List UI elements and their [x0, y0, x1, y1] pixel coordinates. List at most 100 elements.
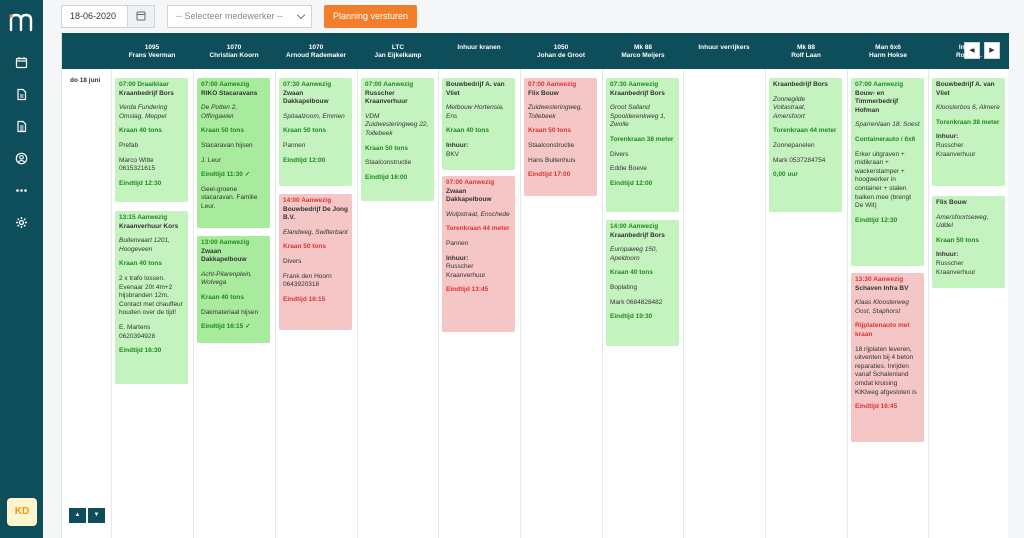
gear-icon[interactable] [12, 215, 31, 234]
column-header-code: Inhuur kranen [457, 44, 501, 51]
card-line: Zwaan Dakkapelbouw [283, 89, 329, 106]
planning-card[interactable]: 07:30 Aanwezig Kraanbedrijf Bors Groot Sal… [606, 78, 679, 212]
card-line: Torenkraan 44 meter [446, 225, 510, 233]
planning-card[interactable]: 07:00 Aanwezig Zwaan Dakkapelbouw Wulpstra… [442, 176, 515, 332]
planning-card[interactable]: 14:00 Aanwezig Bouwbedrijf De Jong B.V. El… [279, 194, 352, 330]
planning-card[interactable]: 13:15 Aanwezig Kraanverhuur Kors Buitenvaa… [115, 211, 188, 384]
card-line: Inhuur: [446, 141, 469, 149]
card-line: Kraan 40 tons [610, 269, 653, 277]
planning-card[interactable]: 07:00 Draaiklaar Kraanbedrijf Bors Verda F… [115, 78, 188, 202]
send-planning-button[interactable]: Planning versturen [324, 5, 417, 28]
document-icon[interactable] [12, 87, 31, 106]
card-line: Russcher Kraanverhuur [365, 89, 408, 106]
column-divider [765, 69, 766, 538]
column-divider [602, 69, 603, 538]
column-header: Man 6x6 Harm Hokse [847, 33, 929, 69]
scroll-down-button[interactable]: ▼ [88, 508, 105, 523]
employee-select[interactable]: -- Selecteer medewerker -- [167, 5, 312, 28]
card-line: Marco Witte 0615321615 [119, 156, 156, 173]
planning-card[interactable]: Bouwbedrijf A. van Vliet Metbouw Hortensi… [442, 78, 515, 170]
user-avatar[interactable]: KD [7, 498, 37, 526]
card-line: 07:00 Aanwezig [201, 81, 250, 88]
card-line: Divers [610, 150, 629, 158]
app-logo[interactable] [8, 12, 36, 32]
card-line: Sparrenlaan 18, Soest [855, 121, 920, 129]
prev-week-button[interactable]: ◀ [964, 42, 980, 59]
planning-card[interactable]: Kraanbedrijf Bors Zonnegilde Voltastraat,… [769, 78, 842, 212]
card-line: Staalconstructie [365, 159, 412, 167]
column-header: 1095 Frans Veerman [111, 33, 193, 69]
planning-card[interactable]: 07:00 Aanwezig Flix Bouw Zuidwesteringweg,… [524, 78, 597, 196]
card-line: Kraan 40 tons [201, 293, 244, 301]
card-line: Metbouw Hortensia, Ens [446, 104, 504, 120]
column-header-name: Roel R... [955, 52, 982, 59]
card-line: Eindtijd 12:30 [119, 179, 162, 187]
planning-card[interactable]: 07:00 Aanwezig Bouw- en Timmerbedrijf Hof… [851, 78, 924, 266]
card-line: BKV [446, 150, 460, 158]
card-line: Kraanbedrijf Bors [610, 89, 665, 97]
card-line: Kraan 50 tons [283, 243, 326, 251]
day-label: do 18 juni [70, 77, 101, 84]
card-line: Staalconstructie [528, 141, 575, 149]
planning-card[interactable]: 14:00 Aanwezig Kraanbedrijf Bors Europaweg… [606, 220, 679, 346]
planning-card[interactable]: Flix Bouw Amersfoortseweg, Uddel Kraan 50 … [932, 196, 1005, 288]
card-line: Kraan 50 tons [201, 127, 244, 135]
card-line: Acht-Pilarenplein, Wolvega [201, 270, 252, 287]
more-icon[interactable] [12, 183, 31, 202]
card-line: Rijplatenauto met kraan [855, 322, 910, 338]
calendar-icon[interactable] [12, 55, 31, 74]
column-header: Inhuur verrijkers [683, 33, 765, 69]
planning-card[interactable]: 13:30 Aanwezig Schaven Infra BV Klaas Kloo… [851, 273, 924, 442]
card-line: Zonnepanelen [773, 141, 815, 149]
card-line: 13:15 Aanwezig [119, 214, 168, 221]
scroll-up-button[interactable]: ▲ [69, 508, 86, 523]
card-line: 07:00 Aanwezig [446, 179, 495, 186]
card-line: 2 x trafo lossen. Evenaar 20t 4m+2 hijsb… [119, 274, 183, 317]
document-list-icon[interactable] [12, 119, 31, 138]
card-line: Torenkraan 38 meter [936, 118, 1000, 126]
card-line: Inhuur: [936, 251, 959, 259]
card-line: Eindtijd 13:45 [446, 286, 489, 294]
planning-card[interactable]: 13:00 Aanwezig Zwaan Dakkapelbouw Acht-Pil… [197, 236, 270, 343]
column-divider [111, 69, 112, 538]
card-line: Buitenvaart 1201, Hoogeveen [119, 237, 170, 253]
card-line: Schaven Infra BV [855, 284, 909, 292]
column-divider [193, 69, 194, 538]
card-line: Kraanbedrijf Bors [610, 231, 665, 239]
card-line: Wulpstraat, Enschede [446, 210, 510, 218]
next-week-button[interactable]: ▶ [984, 42, 1000, 59]
card-line: Boplating [610, 283, 638, 291]
column-divider [683, 69, 684, 538]
column-header-name: Rolf Laan [791, 52, 821, 59]
user-circle-icon[interactable] [12, 151, 31, 170]
card-line: Eindtijd 16:00 [365, 173, 408, 181]
column-header: 1070 Christian Koorn [193, 33, 275, 69]
column-header: LTC Jan Eijkelkamp [357, 33, 439, 69]
card-line: Pannen [283, 141, 306, 149]
card-line: Kraan 50 tons [528, 127, 571, 135]
card-line: Eindtijd 16:15 [283, 295, 326, 303]
card-line: E. Martens 0620394928 [119, 323, 156, 340]
card-line: Kraanbedrijf Bors [773, 81, 828, 88]
column-divider [438, 69, 439, 538]
planning-card[interactable]: 07:30 Aanwezig Zwaan Dakkapelbouw Spitaalz… [279, 78, 352, 186]
card-line: VDM Zuidwesteringweg 22, Tollebeek [365, 112, 429, 137]
column-header-code: 1070 [308, 44, 324, 51]
date-input[interactable]: 18-06-2020 [61, 5, 127, 28]
card-line: Divers [283, 257, 302, 265]
column-header-code: Man 6x6 [875, 44, 901, 51]
column-header-code: Inhuur verrijkers [698, 44, 750, 51]
column-header: 1070 Arnoud Rademaker [275, 33, 357, 69]
planning-card[interactable]: 07:00 Aanwezig Russcher Kraanverhuur VDM Z… [361, 78, 434, 201]
card-line: Zonnegilde Voltastraat, Amersfoort [773, 95, 806, 120]
card-line: Eindtijd 19:30 [610, 313, 653, 321]
planning-card[interactable]: Bouwbedrijf A. van Vliet Kloosterbos 6, A… [932, 78, 1005, 186]
card-line: Klaas Kloosterweg Oost, Staphorst [855, 299, 909, 315]
card-line: 07:00 Draaiklaar [119, 81, 169, 88]
column-header-name: Jan Eijkelkamp [374, 52, 422, 59]
card-line: Mark 0537284754 [773, 156, 826, 164]
date-picker-button[interactable] [127, 5, 155, 28]
column-header: Mk 88 Rolf Laan [765, 33, 847, 69]
planner-header [62, 33, 1009, 69]
planning-card[interactable]: 07:00 Aanwezig RIKO Stacaravans De Potten … [197, 78, 270, 228]
